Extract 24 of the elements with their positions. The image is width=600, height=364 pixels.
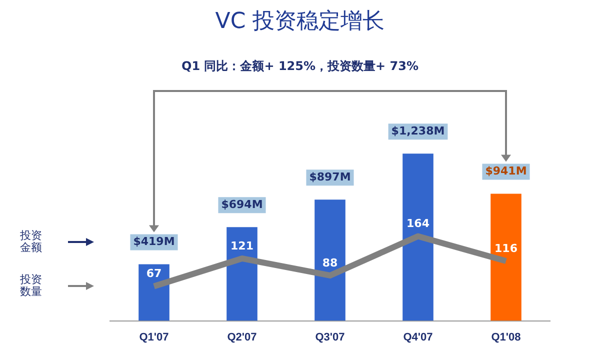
x-tick-label: Q4'07: [403, 331, 433, 344]
data-label: 164: [406, 217, 430, 230]
chart-title: VC 投资稳定增长: [214, 8, 386, 36]
data-label: $419M: [133, 235, 175, 248]
x-tick-label: Q2'07: [227, 331, 257, 344]
x-tick-label: Q3'07: [315, 331, 345, 344]
data-label: 116: [494, 242, 518, 255]
x-tick-label: Q1'07: [139, 331, 169, 344]
data-label: $897M: [309, 170, 351, 184]
data-label: $941M: [485, 164, 527, 178]
bar: [314, 200, 346, 321]
chart-subtitle: Q1 同比：金额+ 125%，投资数量+ 73%: [180, 58, 420, 75]
text: 投资数量: [19, 273, 43, 298]
bar: [490, 194, 522, 321]
bar: [226, 227, 258, 321]
data-label: $694M: [221, 198, 263, 211]
data-label: 121: [230, 239, 254, 252]
data-label: 67: [146, 267, 162, 280]
x-tick-label: Q1'08: [491, 331, 521, 344]
bar: [402, 154, 434, 321]
data-label: 88: [322, 256, 338, 270]
bar: [138, 264, 170, 321]
text: 投资金额: [19, 229, 43, 254]
data-label: $1,238M: [391, 124, 445, 138]
